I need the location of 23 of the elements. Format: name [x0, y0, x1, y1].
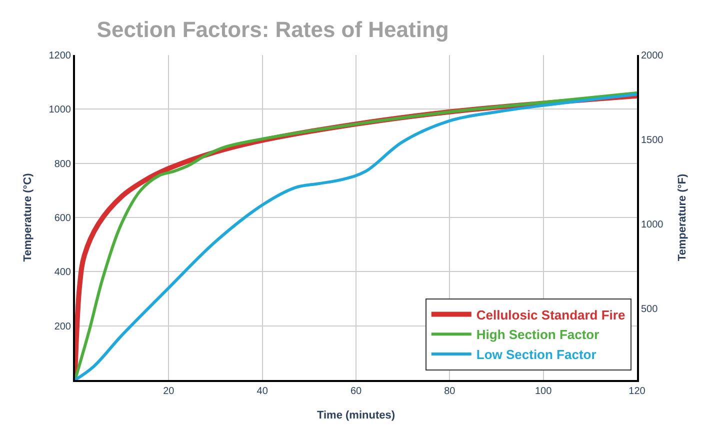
y-tick-label: 600 — [54, 213, 72, 224]
y-axis-title: Temperature (°C) — [22, 172, 34, 262]
y2-tick-label: 1500 — [641, 134, 664, 146]
x-tick-label: 40 — [256, 386, 268, 397]
y-tick-label: 200 — [54, 321, 72, 332]
y-tick-label: 400 — [54, 267, 72, 278]
x-tick-label: 120 — [628, 386, 646, 397]
chart-title: Section Factors: Rates of Heating — [96, 17, 449, 42]
legend-label: High Section Factor — [476, 327, 600, 342]
x-tick-label: 20 — [163, 386, 175, 397]
legend-label: Cellulosic Standard Fire — [476, 307, 626, 322]
x-tick-label: 60 — [350, 386, 362, 397]
x-tick-label: 100 — [534, 386, 552, 397]
y-tick-label: 800 — [54, 158, 72, 170]
y2-tick-label: 500 — [641, 304, 658, 315]
y2-axis-title: Temperature (°F) — [676, 174, 688, 262]
legend-label: Low Section Factor — [476, 347, 596, 362]
y2-tick-label: 2000 — [641, 50, 664, 62]
y-tick-label: 1200 — [48, 50, 72, 62]
y-tick-label: 1000 — [48, 104, 72, 116]
y2-tick-label: 1000 — [641, 219, 664, 230]
x-axis-title: Time (minutes) — [316, 410, 396, 422]
x-tick-label: 80 — [444, 386, 456, 397]
